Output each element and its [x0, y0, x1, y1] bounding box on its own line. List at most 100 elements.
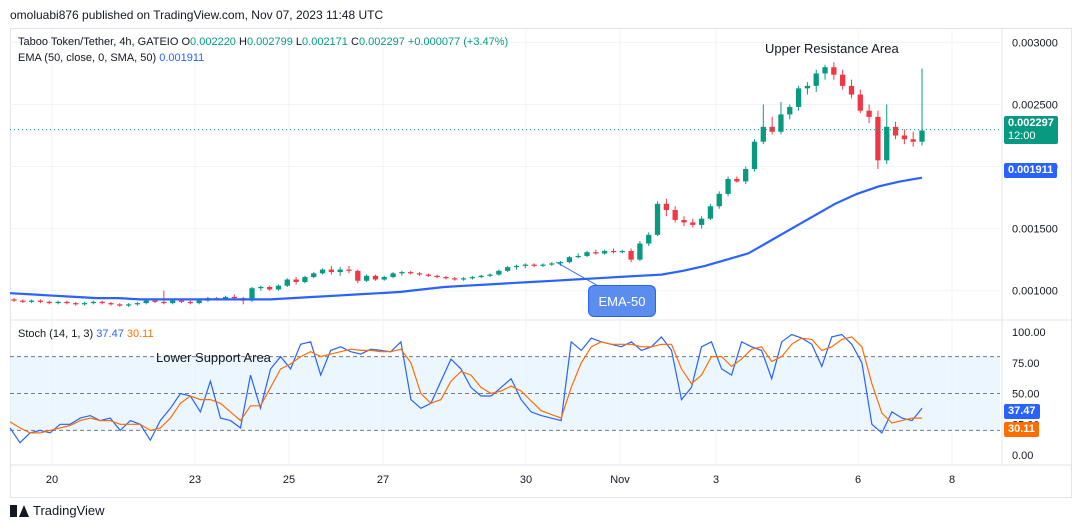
- candle-body: [337, 269, 343, 273]
- candle-body: [152, 300, 158, 302]
- candle-body: [787, 106, 793, 115]
- candle-body: [125, 304, 132, 306]
- legend-change: +0.000077 (+3.47%): [407, 36, 509, 48]
- candle-body: [416, 273, 423, 275]
- y-tick-label: 0.003000: [1012, 37, 1058, 49]
- candle-body: [601, 250, 608, 254]
- candle-body: [575, 255, 581, 258]
- candle-body: [698, 218, 705, 225]
- candle-body: [231, 296, 238, 299]
- footer-brand-text: TradingView: [33, 503, 105, 518]
- candle-body: [99, 301, 105, 304]
- candle-body: [487, 274, 493, 276]
- candle-body: [654, 203, 661, 235]
- candle-body: [11, 299, 17, 301]
- candle-body: [540, 264, 546, 266]
- legend-ema-label: EMA (50, close, 0, SMA, 50): [18, 52, 157, 64]
- candle-body: [628, 250, 634, 260]
- legend-main: Taboo Token/Tether, 4h, GATEIO O0.002220…: [18, 36, 508, 48]
- candle-body: [690, 222, 696, 225]
- chart-frame[interactable]: [10, 28, 1072, 498]
- candle-body: [707, 206, 714, 219]
- candle-body: [275, 285, 282, 290]
- stoch-y-tick-label: 100.00: [1012, 327, 1046, 339]
- candle-body: [222, 296, 229, 300]
- candle-body: [637, 243, 643, 260]
- legend-ohlc-value-H: 0.002799: [246, 36, 293, 48]
- ema-50-callout[interactable]: EMA-50: [588, 285, 656, 317]
- candle-body: [822, 67, 828, 74]
- candle-body: [46, 301, 52, 304]
- y-tick-label: 0.002500: [1012, 99, 1058, 111]
- ema-price-tag: 0.001911: [1004, 163, 1058, 178]
- candle-body: [778, 114, 784, 132]
- candle-body: [460, 278, 467, 280]
- candle-body: [866, 110, 872, 117]
- stoch-y-tick-label: 0.00: [1012, 450, 1033, 462]
- footer-brand[interactable]: TradingView: [10, 503, 105, 518]
- candle-body: [469, 277, 476, 279]
- candle-body: [37, 300, 44, 302]
- ema-line: [9, 176, 923, 301]
- candle-body: [178, 300, 185, 302]
- candle-body: [425, 274, 431, 276]
- candle-body: [311, 273, 317, 278]
- candle-body: [319, 269, 326, 274]
- legend-ema-value: 0.001911: [159, 52, 205, 64]
- stoch-d-line: [9, 336, 922, 434]
- candle-body: [363, 275, 370, 281]
- candle-body: [716, 193, 722, 207]
- candle-body: [258, 286, 264, 289]
- x-tick-label: 3: [713, 474, 719, 486]
- candle-body: [672, 210, 678, 220]
- x-tick-label: 20: [46, 474, 58, 486]
- countdown-value: 12:00: [1008, 130, 1036, 142]
- candle-body: [187, 301, 193, 304]
- candle-body: [513, 265, 520, 268]
- candle-body: [108, 303, 114, 305]
- candle-body: [284, 279, 290, 286]
- candle-body: [760, 126, 766, 142]
- candle-body: [901, 135, 908, 140]
- candle-body: [302, 277, 308, 282]
- legend-stoch-d: 30.11: [126, 328, 154, 340]
- candles-layer: [10, 62, 1000, 307]
- candle-body: [619, 250, 625, 253]
- candle-body: [875, 116, 881, 161]
- candle-body: [549, 263, 555, 265]
- candle-body: [593, 252, 599, 254]
- stoch-y-tick-label: 50.00: [1012, 389, 1040, 401]
- candle-body: [399, 272, 405, 274]
- candle-body: [795, 88, 802, 107]
- candle-body: [840, 74, 846, 86]
- candle-body: [443, 277, 449, 279]
- candle-body: [884, 126, 890, 161]
- x-tick-label: 30: [520, 474, 532, 486]
- candle-body: [813, 73, 819, 86]
- last-price-tag: 0.002297 12:00: [1004, 116, 1058, 144]
- candle-body: [584, 252, 590, 256]
- legend-ohlc-key-C: C: [350, 36, 359, 48]
- candle-body: [522, 264, 528, 266]
- candle-body: [73, 303, 79, 305]
- stoch-k-tag: 37.47: [1004, 404, 1040, 419]
- legend-ohlc: O0.002220 H0.002799 L0.002171 C0.002297: [181, 36, 407, 48]
- candle-body: [196, 300, 202, 304]
- x-tick-label: 23: [189, 474, 201, 486]
- candle-body: [557, 262, 564, 264]
- candle-body: [355, 270, 361, 281]
- candle-body: [372, 275, 379, 280]
- stoch-d-tag: 30.11: [1004, 422, 1039, 437]
- x-tick-label: 25: [283, 474, 295, 486]
- legend-stoch-k: 37.47: [96, 328, 124, 340]
- candle-body: [663, 203, 669, 210]
- candle-body: [170, 300, 176, 304]
- stoch-k-line: [9, 333, 923, 444]
- candle-body: [769, 126, 775, 132]
- candle-body: [831, 67, 837, 75]
- candle-body: [478, 275, 484, 278]
- legend-ohlc-value-L: 0.002171: [302, 36, 348, 48]
- publish-line: omoluabi876 published on TradingView.com…: [10, 8, 384, 22]
- candle-body: [751, 141, 758, 170]
